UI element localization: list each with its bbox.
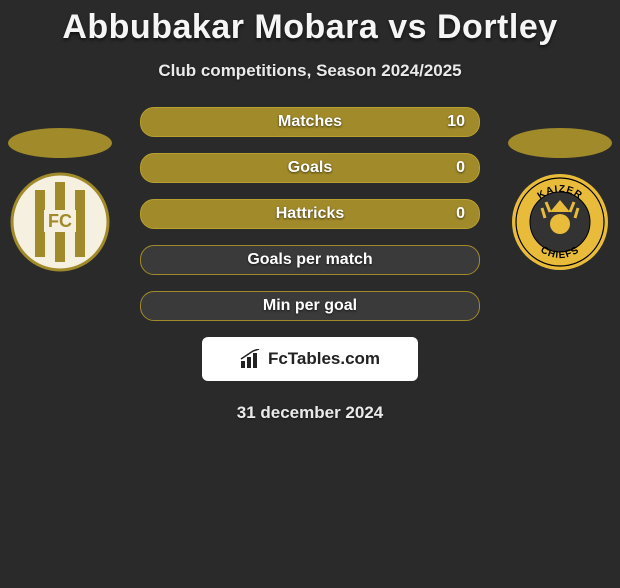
subtitle: Club competitions, Season 2024/2025 <box>0 61 620 81</box>
fctables-label: FcTables.com <box>268 349 380 369</box>
left-club-logo: FC <box>10 172 110 272</box>
left-player-ellipse <box>8 128 112 158</box>
fctables-watermark: FcTables.com <box>202 337 418 381</box>
left-player-block: FC <box>0 128 120 272</box>
stat-label: Matches <box>141 113 479 131</box>
stat-label: Goals per match <box>141 251 479 269</box>
date-text: 31 december 2024 <box>0 403 620 423</box>
stat-label: Goals <box>141 159 479 177</box>
right-club-logo: KAIZER CHIEFS <box>510 172 610 272</box>
stat-row: Matches10 <box>140 107 480 137</box>
stat-label: Min per goal <box>141 297 479 315</box>
stat-row: Goals0 <box>140 153 480 183</box>
stat-row: Goals per match <box>140 245 480 275</box>
svg-text:FC: FC <box>48 211 72 231</box>
right-player-ellipse <box>508 128 612 158</box>
stat-value-right: 0 <box>456 205 465 223</box>
right-player-block: KAIZER CHIEFS <box>500 128 620 272</box>
chart-icon <box>240 349 262 369</box>
stat-row: Min per goal <box>140 291 480 321</box>
stat-row: Hattricks0 <box>140 199 480 229</box>
page-title: Abbubakar Mobara vs Dortley <box>0 8 620 47</box>
stat-value-right: 0 <box>456 159 465 177</box>
stat-value-right: 10 <box>447 113 465 131</box>
stat-label: Hattricks <box>141 205 479 223</box>
